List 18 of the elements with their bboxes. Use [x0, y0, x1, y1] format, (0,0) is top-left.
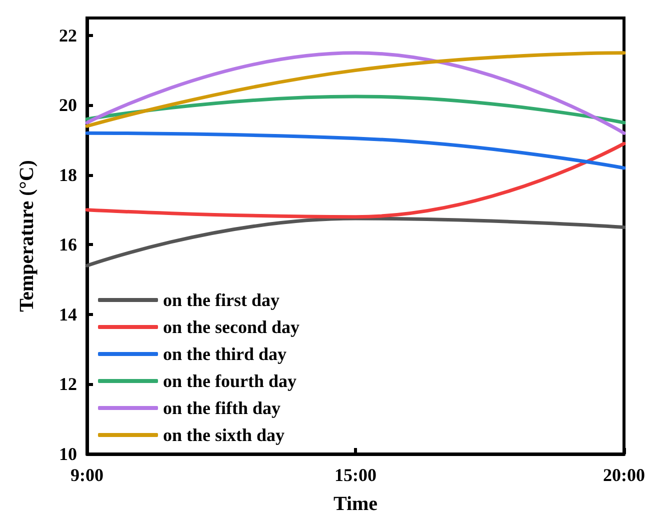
x-tick-label: 15:00	[334, 465, 376, 485]
y-tick-label: 20	[59, 95, 77, 116]
legend-label: on the fifth day	[163, 398, 281, 418]
x-tick-label: 20:00	[603, 465, 645, 485]
legend-label: on the second day	[163, 317, 300, 337]
y-tick-label: 12	[59, 374, 77, 394]
y-tick-label: 18	[59, 164, 77, 185]
x-tick-label: 9:00	[70, 465, 104, 485]
y-tick-label: 22	[59, 25, 77, 46]
y-tick-label: 14	[59, 304, 77, 324]
legend-label: on the fourth day	[163, 371, 297, 391]
y-axis-title: Temperature (°C)	[16, 160, 38, 312]
legend-label: on the third day	[163, 344, 287, 364]
legend-label: on the first day	[163, 290, 280, 310]
y-tick-label: 10	[59, 444, 77, 464]
x-axis-title: Time	[333, 493, 378, 515]
y-tick-label: 16	[59, 234, 77, 255]
legend-label: on the sixth day	[163, 425, 285, 445]
